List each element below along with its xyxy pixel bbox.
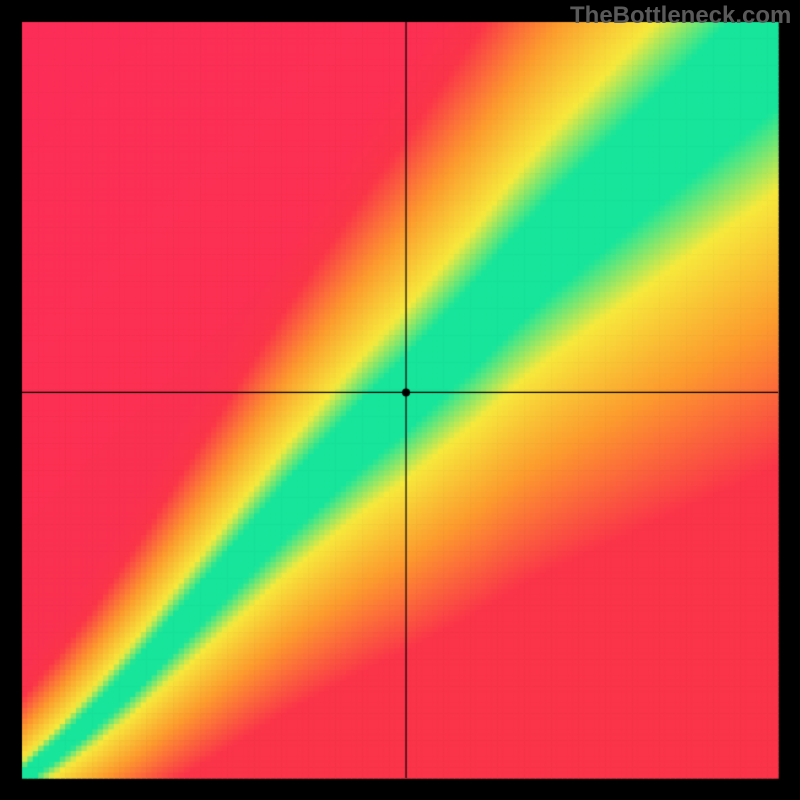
- chart-container: TheBottleneck.com: [0, 0, 800, 800]
- bottleneck-heatmap: [0, 0, 800, 800]
- watermark-text: TheBottleneck.com: [570, 2, 791, 30]
